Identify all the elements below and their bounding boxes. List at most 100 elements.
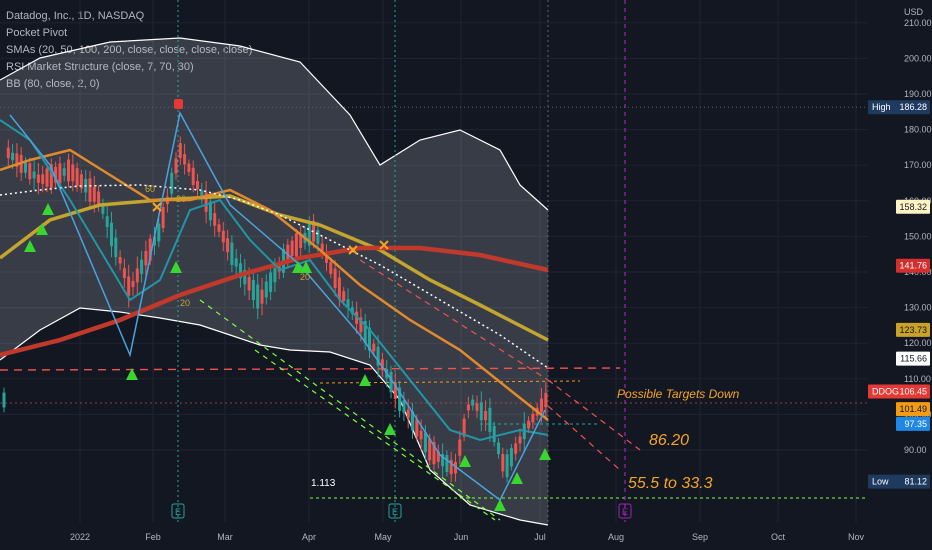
legend-pocket-pivot[interactable]: Pocket Pivot	[6, 27, 68, 39]
candle-body	[449, 459, 453, 475]
candle-body	[75, 168, 79, 186]
pivot-label: 20	[180, 298, 190, 308]
candle-body	[49, 164, 53, 189]
candle-body	[239, 263, 242, 279]
pivot-up-marker	[539, 448, 551, 460]
candle-body	[350, 307, 354, 314]
price-tag-bg	[868, 384, 930, 399]
price-tag-bg	[896, 351, 930, 366]
candle-body	[144, 250, 148, 266]
candle-body	[200, 190, 204, 197]
candle-body	[333, 268, 337, 288]
candle-body	[161, 207, 165, 229]
candle-body	[178, 143, 182, 158]
candle-body	[264, 281, 268, 298]
pivot-up-marker	[170, 261, 182, 273]
candle-body	[342, 291, 346, 302]
legend-smas[interactable]: SMAs (20, 50, 100, 200, close, close, cl…	[6, 42, 252, 59]
candle-body	[518, 436, 522, 444]
target-86-label: 86.20	[649, 432, 689, 449]
projection-2	[547, 405, 621, 471]
y-tick-label: 180.00	[904, 125, 932, 135]
candle-body	[204, 192, 208, 212]
legend-rsi-structure[interactable]: RSI Market Structure (close, 7, 70, 30)	[6, 59, 252, 76]
price-tag-value: 81.12	[904, 477, 927, 487]
candle-body	[114, 237, 118, 258]
x-tick-label: Sep	[692, 532, 708, 542]
candle-body	[79, 174, 83, 189]
legend-title[interactable]: Datadog, Inc., 1D, NASDAQ	[6, 10, 145, 22]
candle-body	[363, 321, 367, 343]
pivot-label: 20	[300, 272, 310, 282]
candle-body	[208, 201, 212, 221]
y-tick-label: 130.00	[904, 303, 932, 313]
candle-body	[432, 442, 436, 465]
price-tag-value: 186.28	[899, 102, 927, 112]
candle-body	[2, 392, 6, 408]
candle-body	[411, 411, 414, 431]
candle-body	[118, 257, 122, 264]
candle-body	[243, 270, 247, 285]
candle-body	[402, 400, 406, 413]
price-tag: 101.49	[896, 402, 930, 417]
candle-body	[329, 261, 333, 274]
price-tag-value: 106.45	[899, 386, 927, 396]
price-tags: High 186.28 158.32 141.76 123.73 115.66 DDOG 10…	[868, 100, 930, 489]
candle-body	[320, 243, 324, 252]
candle-body	[54, 166, 58, 183]
price-tag-value: 97.35	[904, 419, 927, 429]
candle-body	[191, 167, 195, 186]
price-tag: 141.76	[896, 258, 930, 273]
candle-body	[492, 425, 496, 443]
candle-body	[131, 280, 135, 288]
candle-body	[359, 317, 363, 333]
candle-body	[419, 430, 423, 440]
price-tag-bg	[896, 258, 930, 273]
y-tick-label: 110.00	[904, 374, 931, 384]
candle-body	[45, 168, 49, 187]
candle-body	[230, 242, 234, 265]
candle-body	[294, 233, 298, 257]
x-tick-label: Apr	[302, 532, 316, 542]
pivot-down-marker	[174, 99, 183, 109]
candle-body	[337, 277, 341, 300]
price-tag: High 186.28	[868, 100, 930, 115]
sma-200-line	[0, 245, 549, 358]
earnings-badge-future	[618, 503, 632, 519]
candle-body	[423, 432, 427, 453]
pivot-up-marker	[42, 203, 54, 215]
candle-body	[67, 159, 70, 182]
candle-body	[187, 163, 191, 173]
candle-body	[251, 280, 255, 301]
candle-body	[527, 420, 531, 429]
upper-channel	[359, 259, 549, 381]
y-tick-label: 210.00	[904, 18, 932, 28]
candle-body	[471, 399, 475, 406]
legend-bollinger-bands[interactable]: BB (80, close, 2, 0)	[6, 76, 252, 93]
candle-body	[157, 223, 161, 242]
candle-body	[462, 418, 466, 437]
price-tag-bg	[868, 100, 930, 115]
pivot-up-marker	[359, 374, 371, 386]
pivot-up-marker	[36, 223, 48, 235]
x-tick-label: Nov	[848, 532, 865, 542]
candle-body	[28, 163, 32, 180]
sma-50-line	[0, 148, 549, 421]
price-tag-value: 158.32	[899, 202, 927, 212]
candle-body	[299, 234, 303, 248]
price-tag-bg	[896, 416, 930, 431]
candle-body	[122, 268, 126, 279]
candle-body	[484, 411, 488, 421]
x-tick-label: Jun	[454, 532, 469, 542]
candle-body	[153, 236, 156, 246]
pivot-up-marker	[459, 455, 471, 467]
candle-body	[316, 230, 320, 244]
candle-body	[376, 346, 380, 366]
candle-body	[221, 230, 225, 243]
cross-marker	[152, 202, 162, 212]
candle-body	[36, 174, 40, 183]
candle-body	[101, 203, 105, 214]
x-tick-label: May	[374, 532, 392, 542]
candle-body	[497, 442, 500, 455]
